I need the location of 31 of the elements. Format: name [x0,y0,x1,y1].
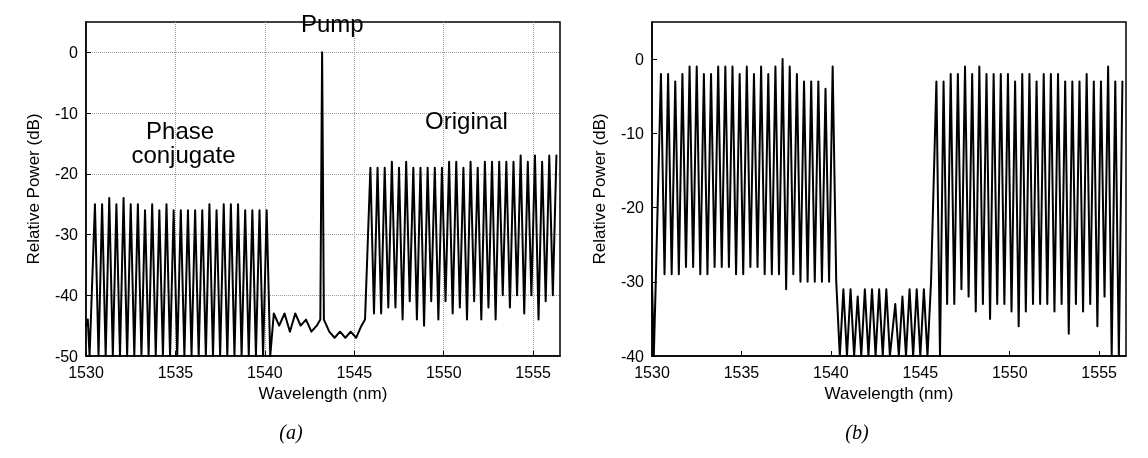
y-axis-title: Relative Power (dB) [590,113,609,265]
x-tick-label: 1540 [813,363,849,381]
annotation: Phase conjugate [131,116,236,168]
y-tick-label: -10 [620,124,645,142]
x-tick-label: 1555 [515,363,552,381]
x-axis-title: Wavelength (nm) [824,383,954,403]
y-tick-label: 0 [635,50,645,68]
annotation: Original [425,106,508,134]
x-tick-label: 1545 [336,363,373,381]
x-tick-label: 1555 [1081,363,1118,381]
x-tick-label: 1535 [157,363,194,381]
x-tick-label: 1550 [991,363,1028,381]
x-tick-label: 1540 [247,363,283,381]
x-axis-title: Wavelength (nm) [258,383,388,403]
x-tick-label: 1550 [425,363,462,381]
y-tick-label: -30 [54,226,79,244]
text: (b) [845,421,869,444]
text: (a) [279,421,303,444]
x-tick-label: 1545 [902,363,939,381]
y-tick-label: -40 [54,286,79,304]
x-tick-label: 1530 [634,363,670,381]
x-tick-label: 1530 [68,363,104,381]
y-tick-label: -50 [54,347,79,365]
y-tick-label: -20 [620,199,645,217]
y-tick-label: -10 [54,104,79,122]
y-tick-label: -40 [620,347,645,365]
y-tick-label: -20 [54,165,79,183]
y-tick-label: 0 [69,43,79,61]
y-axis-title: Relative Power (dB) [24,113,43,265]
y-tick-label: -30 [620,273,645,291]
x-tick-label: 1535 [723,363,760,381]
